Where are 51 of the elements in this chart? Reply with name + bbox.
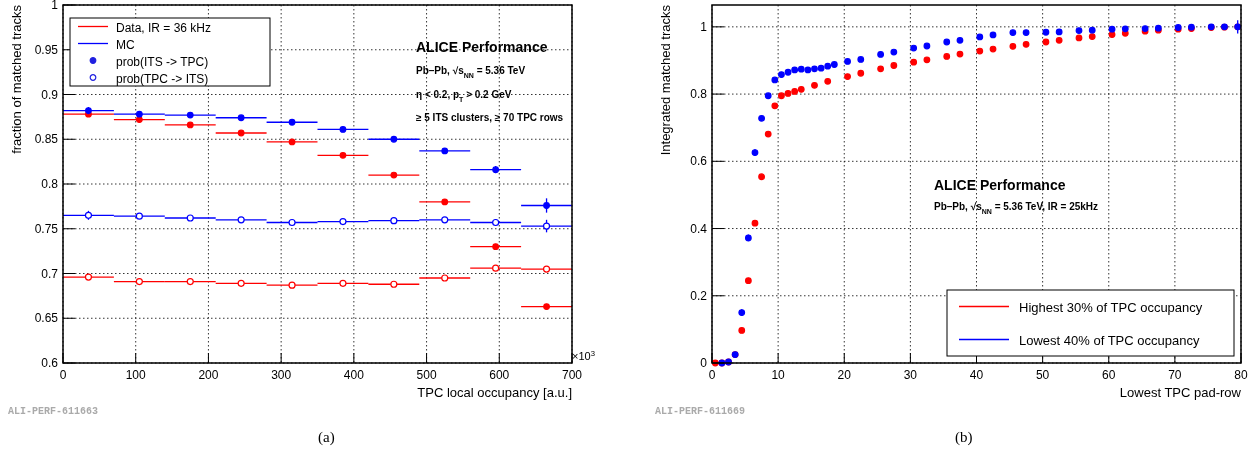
x-tick-label: 70	[1168, 368, 1182, 382]
x-tick-label: 100	[125, 368, 147, 382]
y-tick-label: 0.9	[41, 87, 59, 102]
y-tick-label: 0.85	[34, 132, 59, 147]
text: (b)	[955, 429, 973, 446]
y-tick-label: 1	[51, 0, 59, 12]
annotation: ×10$^{3}$	[572, 348, 595, 362]
text: ALI-PERF-611663	[8, 406, 99, 417]
y-tick-label: 0.4	[690, 221, 708, 236]
y-tick-label: 0.75	[34, 221, 59, 236]
x-tick-label: 50	[1035, 368, 1050, 382]
x-tick-label: 500	[416, 368, 437, 382]
y-tick-label: 0.65	[34, 311, 59, 326]
y-tick-label: 0.7	[41, 266, 59, 281]
x-tick-label: 700	[561, 368, 583, 382]
y-tick-label: 0.6	[41, 356, 59, 370]
y-tick-label: 0.6	[690, 154, 708, 169]
text: (a)	[318, 429, 335, 446]
x-axis-title: TPC local occupancy [a.u.]	[417, 385, 572, 400]
y-tick-label: 0	[700, 356, 708, 370]
x-tick-label: 30	[903, 368, 918, 382]
x-tick-label: 600	[489, 368, 510, 382]
legend-label: Lowest 40% of TPC occupancy	[1019, 332, 1200, 348]
annotation: Pb–Pb, √s$_{NN}$ = 5.36 TeV, IR = 25kHz	[934, 201, 1099, 215]
text: ALI-PERF-611669	[655, 406, 746, 417]
y-tick-label: 1	[700, 19, 708, 34]
annotation: prob(ITS -> TPC)	[116, 54, 209, 69]
x-tick-label: 80	[1234, 368, 1248, 382]
y-tick-label: 0.2	[690, 288, 708, 303]
x-tick-label: 10	[771, 368, 786, 382]
annotation: ≥ 5 ITS clusters, ≥ 70 TPC rows	[416, 112, 564, 123]
annotation: prob(TPC -> ITS)	[116, 71, 209, 86]
y-axis-title: fraction of matched tracks	[9, 4, 24, 154]
x-tick-label: 40	[969, 368, 984, 382]
y-tick-label: 0.95	[34, 42, 59, 57]
annotation: Pb–Pb, √s$_{NN}$ = 5.36 TeV	[416, 65, 526, 79]
y-axis-title: Integrated matched tracks	[658, 4, 673, 156]
annotation: ALICE Performance	[416, 39, 548, 55]
y-tick-label: 0.8	[690, 87, 708, 102]
x-tick-label: 400	[343, 368, 365, 382]
legend-label: Highest 30% of TPC occupancy	[1019, 299, 1203, 315]
x-tick-label: 200	[198, 368, 219, 382]
legend-label: MC	[116, 37, 135, 52]
annotation: η < 0.2, p$_{T}$ > 0.2 GeV	[416, 89, 512, 103]
x-tick-label: 60	[1102, 368, 1116, 382]
x-axis-title: Lowest TPC pad-row	[1119, 385, 1242, 400]
y-tick-label: 0.8	[41, 177, 59, 191]
x-tick-label: 300	[271, 368, 292, 382]
annotation: ALICE Performance	[934, 177, 1066, 193]
legend-label: Data, IR = 36 kHz	[116, 20, 212, 35]
x-tick-label: 20	[837, 368, 852, 382]
